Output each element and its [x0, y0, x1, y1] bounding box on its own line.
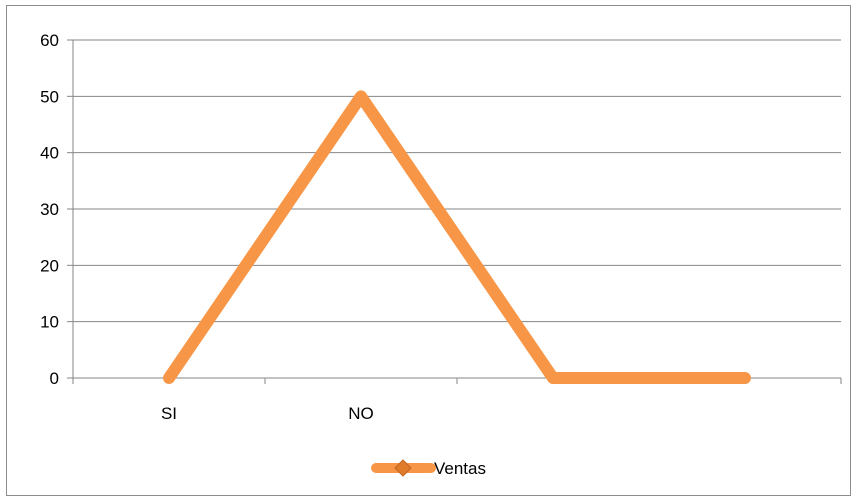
x-tick-label-si: SI — [161, 404, 177, 423]
gridlines — [73, 39, 841, 323]
y-tick-label: 40 — [40, 144, 59, 163]
y-tick-label: 10 — [40, 313, 59, 332]
y-tick-label: 60 — [40, 31, 59, 50]
y-tick-label: 0 — [50, 369, 59, 388]
legend-diamond-marker — [394, 459, 412, 477]
x-tick-labels: SI NO — [161, 404, 374, 423]
y-tick-label: 30 — [40, 200, 59, 219]
axes — [67, 39, 842, 384]
chart-area — [6, 5, 851, 496]
y-tick-label: 50 — [40, 87, 59, 106]
series-line-ventas — [163, 90, 751, 384]
y-tick-labels: 0 10 20 30 40 50 60 — [40, 31, 59, 388]
x-tick-label-no: NO — [348, 404, 374, 423]
legend: Ventas — [371, 459, 486, 478]
series-lines — [163, 90, 751, 384]
legend-label: Ventas — [434, 459, 486, 478]
y-tick-label: 20 — [40, 256, 59, 275]
